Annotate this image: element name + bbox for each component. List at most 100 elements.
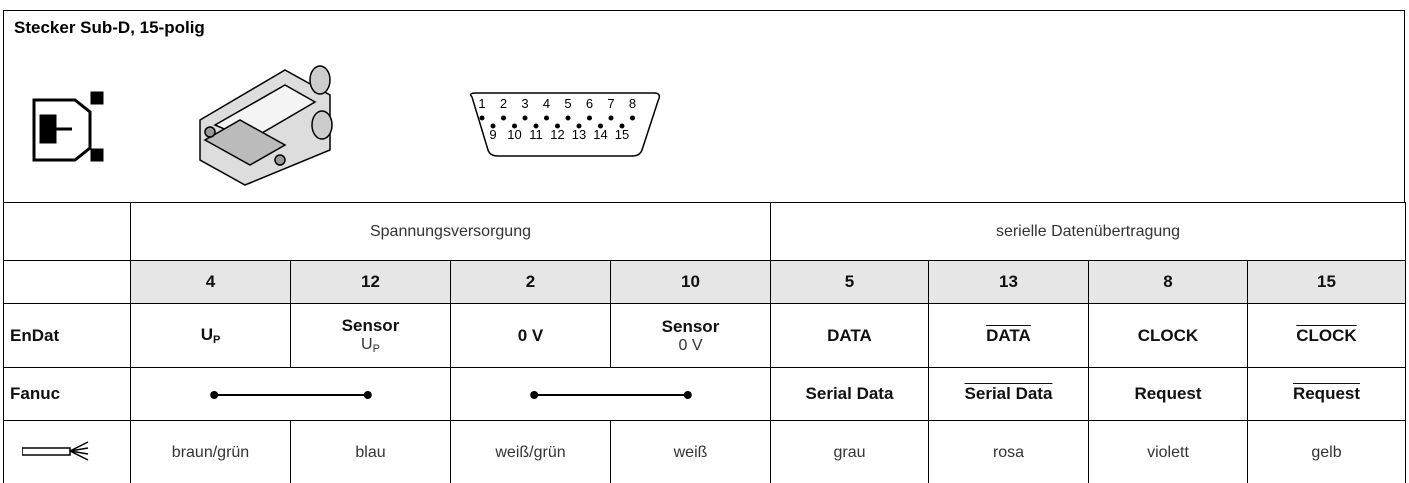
color-cell: gelb	[1247, 420, 1406, 483]
cell-line: Sensor	[341, 316, 400, 336]
color-cell: weiß	[610, 420, 770, 483]
bridge	[529, 390, 692, 399]
cable-icon	[22, 441, 89, 461]
connector-drawing	[199, 65, 333, 186]
pin-dot	[501, 115, 506, 121]
cell-text: Request	[1134, 384, 1202, 404]
pin-dot	[587, 115, 592, 121]
bridge-dot	[209, 390, 218, 399]
pin-label: 13	[999, 272, 1018, 292]
pin-dot	[512, 123, 517, 129]
pin-label: 5	[844, 272, 855, 292]
signal-cell: Request	[1247, 367, 1406, 421]
cell-line: Request	[1292, 384, 1361, 404]
signal-cell: 0 V	[450, 303, 610, 368]
color-cell: grau	[770, 420, 928, 483]
pin-dot	[522, 115, 528, 121]
cell-text: 0 V	[678, 336, 703, 354]
pin-label: 2	[525, 272, 536, 292]
signal-cell: Sensor 0 V	[610, 303, 770, 368]
signal-cell: UP	[130, 303, 290, 368]
signal-cell: Request	[1088, 367, 1247, 421]
cable-icon-cell	[3, 420, 130, 483]
cell-line: DATA	[986, 325, 1031, 346]
color-cell: rosa	[928, 420, 1088, 483]
pin-cell: 10	[610, 260, 770, 304]
cell-text: Serial Data	[964, 384, 1053, 404]
pin-cell: 2	[450, 260, 610, 304]
bridge-cell	[130, 367, 450, 421]
header-box	[3, 10, 1405, 202]
pin-cell: 13	[928, 260, 1088, 304]
pin-number: 14	[593, 127, 607, 142]
cell-line: Serial Data	[805, 384, 894, 404]
cell-line: 0 V	[517, 325, 544, 346]
wire-color: violett	[1147, 443, 1189, 461]
pin-number: 1	[478, 96, 485, 111]
row-label: EnDat	[3, 303, 130, 368]
cell-line: Sensor	[662, 317, 720, 337]
signal-cell: CLOCK	[1088, 303, 1247, 368]
pin-dot	[630, 115, 635, 121]
cell-text: Request	[1292, 384, 1361, 404]
empty-cell	[3, 260, 130, 304]
bridge	[209, 390, 372, 399]
wire-color: blau	[355, 443, 386, 461]
wire-color: grau	[833, 443, 866, 461]
pin-cell: 15	[1247, 260, 1406, 304]
pin-number: 11	[529, 127, 543, 142]
pin-dot	[619, 123, 625, 129]
cell-text: CLOCK	[1137, 325, 1199, 345]
pin-dot	[598, 123, 603, 129]
color-cell: blau	[290, 420, 450, 483]
bridge-cell	[450, 367, 770, 421]
pin-label: 8	[1163, 272, 1173, 292]
wire-color: weiß/grün	[495, 443, 566, 461]
pin-number: 7	[607, 96, 614, 111]
connector-symbol	[32, 91, 104, 162]
pin-number: 5	[564, 96, 571, 111]
cell-line: Serial Data	[964, 384, 1053, 404]
pin-label: 12	[361, 272, 380, 292]
group-cell: serielle Datenübertragung	[770, 202, 1406, 261]
row-label-text: Fanuc	[10, 384, 61, 404]
wire-color: gelb	[1311, 443, 1342, 461]
pin-dot	[533, 123, 539, 129]
pin-label: 10	[681, 272, 700, 292]
pin-cell: 12	[290, 260, 450, 304]
cell-line: 0 V	[678, 337, 702, 355]
cell-text: U	[200, 324, 213, 344]
group-label: Spannungsversorgung	[369, 223, 531, 241]
wire-color: rosa	[992, 443, 1025, 461]
group-label: serielle Datenübertragung	[995, 223, 1181, 241]
header-title: Stecker Sub-D, 15-polig	[14, 18, 205, 37]
cell-line: CLOCK	[1296, 326, 1356, 346]
cell-text: DATA	[827, 325, 872, 345]
cell-line: DATA	[827, 325, 872, 346]
pin-number: 8	[629, 96, 636, 111]
pin-number: 6	[586, 96, 593, 111]
cell-text: Serial Data	[805, 384, 894, 404]
signal-cell: CLOCK	[1247, 303, 1406, 368]
connector-icons: 1 2 3 4 5 6 7 89 10 11 12 13 14 15	[32, 65, 661, 186]
pin-number: 15	[615, 127, 629, 142]
color-cell: violett	[1088, 420, 1247, 483]
pin-number: 2	[500, 96, 507, 111]
pin-label: 15	[1317, 272, 1336, 292]
pin-dot	[555, 123, 560, 129]
pin-dot	[565, 115, 571, 121]
row-label-text: EnDat	[10, 325, 60, 345]
pinout-outline	[469, 92, 661, 157]
cell-line: UP	[361, 336, 380, 355]
pin-cell: 5	[770, 260, 928, 304]
cell-text: U	[361, 335, 373, 353]
cell-text: Sensor	[341, 316, 400, 336]
cell-text: 0 V	[517, 325, 544, 345]
cell-text: DATA	[986, 325, 1031, 345]
row-label: Fanuc	[3, 367, 130, 421]
bridge-dot	[529, 390, 538, 399]
cell-line: Request	[1134, 384, 1202, 404]
pin-dot	[544, 115, 549, 121]
cell-sub: P	[212, 333, 221, 346]
